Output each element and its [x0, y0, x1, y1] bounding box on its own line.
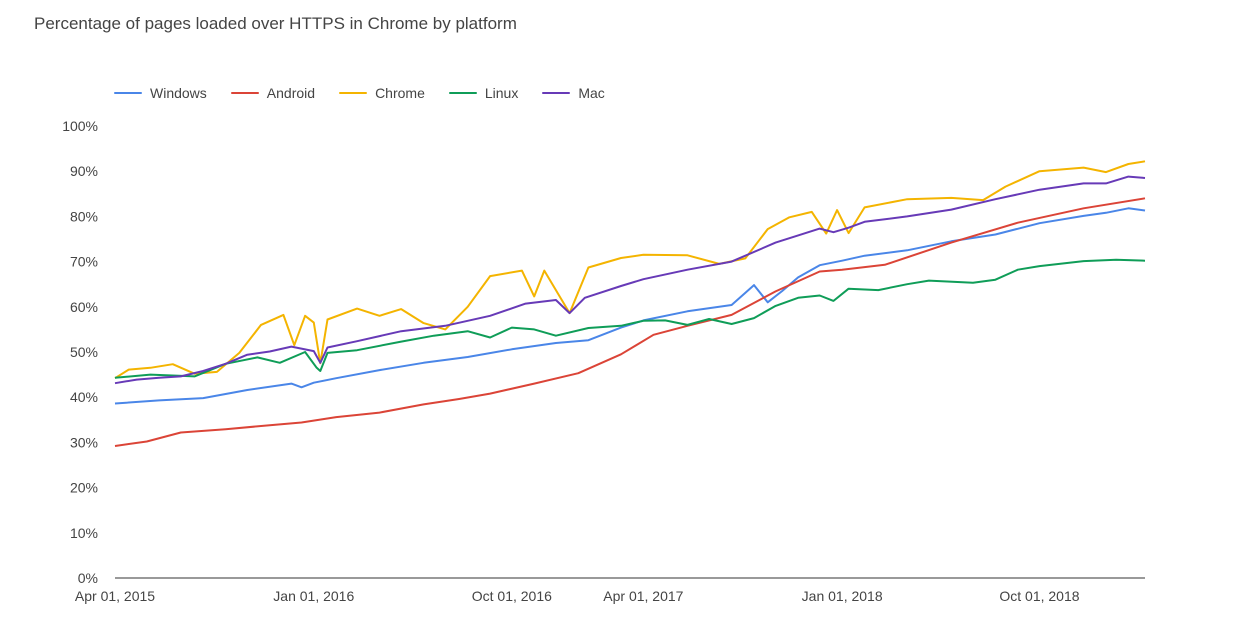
y-tick-label: 30% [70, 434, 98, 450]
series-line-chrome [114, 160, 1146, 380]
legend-swatch [230, 92, 259, 94]
x-tick-label: Jan 01, 2018 [802, 588, 883, 604]
x-tick-label: Jan 01, 2016 [273, 588, 354, 604]
legend-swatch [114, 92, 142, 94]
y-tick-label: 60% [70, 299, 98, 315]
y-tick-label: 40% [70, 389, 98, 405]
legend-item-chrome[interactable]: Chrome [339, 85, 425, 101]
series-line-windows [114, 207, 1146, 405]
y-tick-label: 70% [70, 254, 98, 270]
series-line-linux [114, 258, 1146, 379]
y-tick-label: 90% [70, 163, 98, 179]
legend-swatch [542, 92, 571, 94]
y-tick-label: 20% [70, 480, 98, 496]
legend: Windows Android Chrome Linux Mac [114, 85, 629, 101]
y-tick-label: 0% [78, 570, 98, 586]
legend-label: Chrome [375, 85, 425, 101]
legend-label: Linux [484, 85, 519, 101]
series-line-android [114, 197, 1146, 447]
legend-item-linux[interactable]: Linux [448, 85, 519, 101]
legend-label: Windows [150, 85, 207, 101]
chart-title: Percentage of pages loaded over HTTPS in… [34, 14, 517, 33]
legend-item-mac[interactable]: Mac [542, 85, 605, 101]
x-tick-label: Apr 01, 2015 [75, 588, 155, 604]
legend-swatch [339, 92, 368, 94]
x-tick-label: Apr 01, 2017 [603, 588, 683, 604]
y-tick-label: 80% [70, 208, 98, 224]
legend-item-windows[interactable]: Windows [114, 85, 207, 101]
legend-label: Mac [578, 85, 605, 101]
y-tick-label: 10% [70, 525, 98, 541]
legend-swatch [448, 92, 477, 94]
x-tick-label: Oct 01, 2016 [472, 588, 552, 604]
y-tick-label: 50% [70, 344, 98, 360]
series-line-mac [114, 175, 1146, 385]
legend-item-android[interactable]: Android [230, 85, 316, 101]
x-tick-label: Oct 01, 2018 [999, 588, 1079, 604]
legend-label: Android [266, 85, 316, 101]
y-tick-label: 100% [62, 118, 98, 134]
